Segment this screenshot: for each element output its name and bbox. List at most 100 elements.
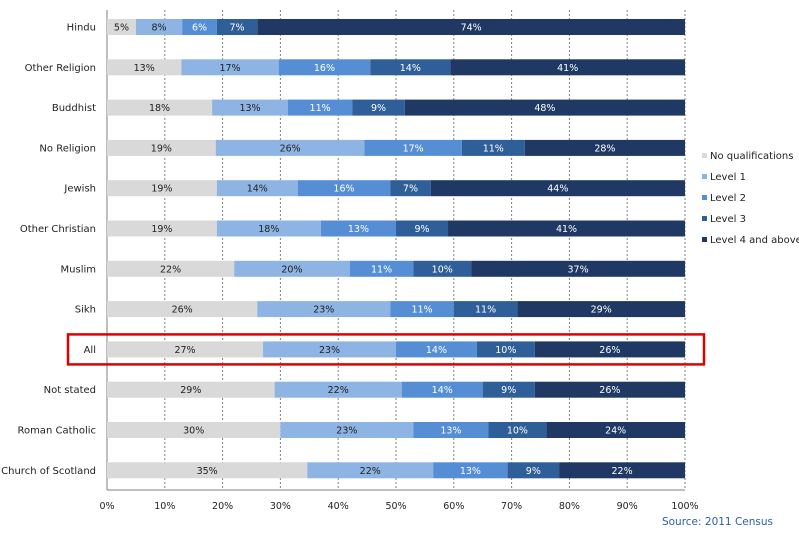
bar-segment: [488, 422, 547, 438]
bar-segment: [212, 99, 288, 116]
legend-swatch: [702, 174, 707, 179]
x-tick-label: 40%: [328, 501, 349, 512]
data-label: 10%: [507, 426, 528, 437]
bar-segment: [507, 462, 560, 479]
data-label: 11%: [310, 103, 331, 114]
bar-segment: [287, 99, 353, 116]
category-label: All: [84, 345, 96, 356]
data-label: 41%: [556, 224, 577, 235]
bar-segment: [181, 59, 279, 76]
data-label: 30%: [183, 426, 204, 437]
bar-segment: [107, 462, 308, 479]
data-label: 17%: [219, 63, 240, 74]
bar-segment: [453, 301, 518, 318]
bar-segment: [396, 341, 477, 358]
bar-segment: [404, 99, 685, 116]
bar-segment: [182, 19, 217, 35]
category-label: No Religion: [39, 143, 96, 154]
legend-label: No qualifications: [710, 151, 793, 162]
highlight-box-group: [66, 333, 706, 366]
legend-label: Level 2: [710, 193, 746, 204]
bar-segment: [559, 462, 685, 479]
category-label: Roman Catholic: [17, 426, 96, 437]
data-label: 22%: [328, 385, 349, 396]
data-label: 14%: [432, 385, 453, 396]
category-label: Church of Scotland: [1, 466, 96, 477]
bar-segment: [546, 422, 685, 438]
bar-segment: [390, 301, 454, 318]
x-tick-label: 0%: [99, 501, 114, 512]
bar-segment: [107, 180, 217, 197]
category-label: Muslim: [61, 264, 96, 275]
bar-segment: [297, 180, 391, 197]
data-label: 22%: [360, 466, 381, 477]
data-label: 9%: [414, 224, 429, 235]
legend-label: Level 3: [710, 214, 746, 225]
bar-segment: [370, 59, 451, 76]
bar-segment: [401, 381, 483, 398]
data-label: 26%: [599, 345, 620, 356]
bar-segment: [349, 260, 414, 277]
data-label: 22%: [160, 264, 181, 275]
data-label: 16%: [314, 63, 335, 74]
bar-segment: [352, 99, 405, 116]
x-tick-label: 10%: [154, 501, 175, 512]
data-label: 28%: [594, 143, 615, 154]
data-label: 74%: [461, 23, 482, 34]
data-label: 10%: [495, 345, 516, 356]
bar-segment: [413, 422, 489, 438]
bar-segment: [471, 260, 685, 277]
bar-segment: [234, 260, 350, 277]
bar-segment: [476, 341, 535, 358]
bar-segment: [107, 341, 264, 358]
data-label: 18%: [258, 224, 279, 235]
source-note: Source: 2011 Census: [661, 516, 773, 528]
bar-segment: [257, 301, 391, 318]
data-label: 24%: [605, 426, 626, 437]
bar-segment: [107, 260, 235, 277]
bar-segment: [278, 59, 371, 76]
category-label: Other Religion: [25, 63, 96, 74]
bar-segment: [448, 220, 685, 237]
data-label: 5%: [114, 23, 129, 34]
data-label: 48%: [534, 103, 555, 114]
bar-segment: [107, 422, 281, 438]
data-label: 13%: [134, 63, 155, 74]
data-label: 19%: [151, 184, 172, 195]
data-label: 37%: [568, 264, 589, 275]
data-label: 13%: [239, 103, 260, 114]
data-label: 8%: [151, 23, 166, 34]
data-label: 11%: [411, 305, 432, 316]
data-label: 18%: [149, 103, 170, 114]
data-label: 9%: [501, 385, 516, 396]
category-label: Sikh: [75, 305, 96, 316]
bar-segment: [107, 99, 213, 116]
category-label: Jewish: [63, 184, 96, 195]
bar-segment: [534, 341, 685, 358]
bar-segment: [107, 19, 136, 35]
bar-segment: [216, 180, 298, 197]
data-label: 23%: [313, 305, 334, 316]
data-label: 7%: [230, 23, 245, 34]
legend: No qualifications Level 1 Level 2 Level 3 Le…: [702, 151, 799, 246]
data-label: 23%: [336, 426, 357, 437]
x-tick-label: 70%: [501, 501, 522, 512]
bar-segment: [433, 462, 508, 479]
bar-segment: [482, 381, 535, 398]
x-tick-label: 60%: [443, 501, 464, 512]
legend-label: Level 1: [710, 172, 746, 183]
data-label: 14%: [247, 184, 268, 195]
bar-segment: [216, 220, 321, 237]
data-label: 26%: [280, 143, 301, 154]
bar-segment: [263, 341, 396, 358]
bar-segment: [107, 59, 182, 76]
bar-segment: [390, 180, 431, 197]
data-label: 13%: [440, 426, 461, 437]
category-label: Hindu: [67, 23, 96, 34]
data-label: 14%: [426, 345, 447, 356]
gridlines: [106, 10, 686, 490]
data-label: 13%: [460, 466, 481, 477]
data-label: 29%: [180, 385, 201, 396]
bar-segment: [135, 19, 183, 35]
